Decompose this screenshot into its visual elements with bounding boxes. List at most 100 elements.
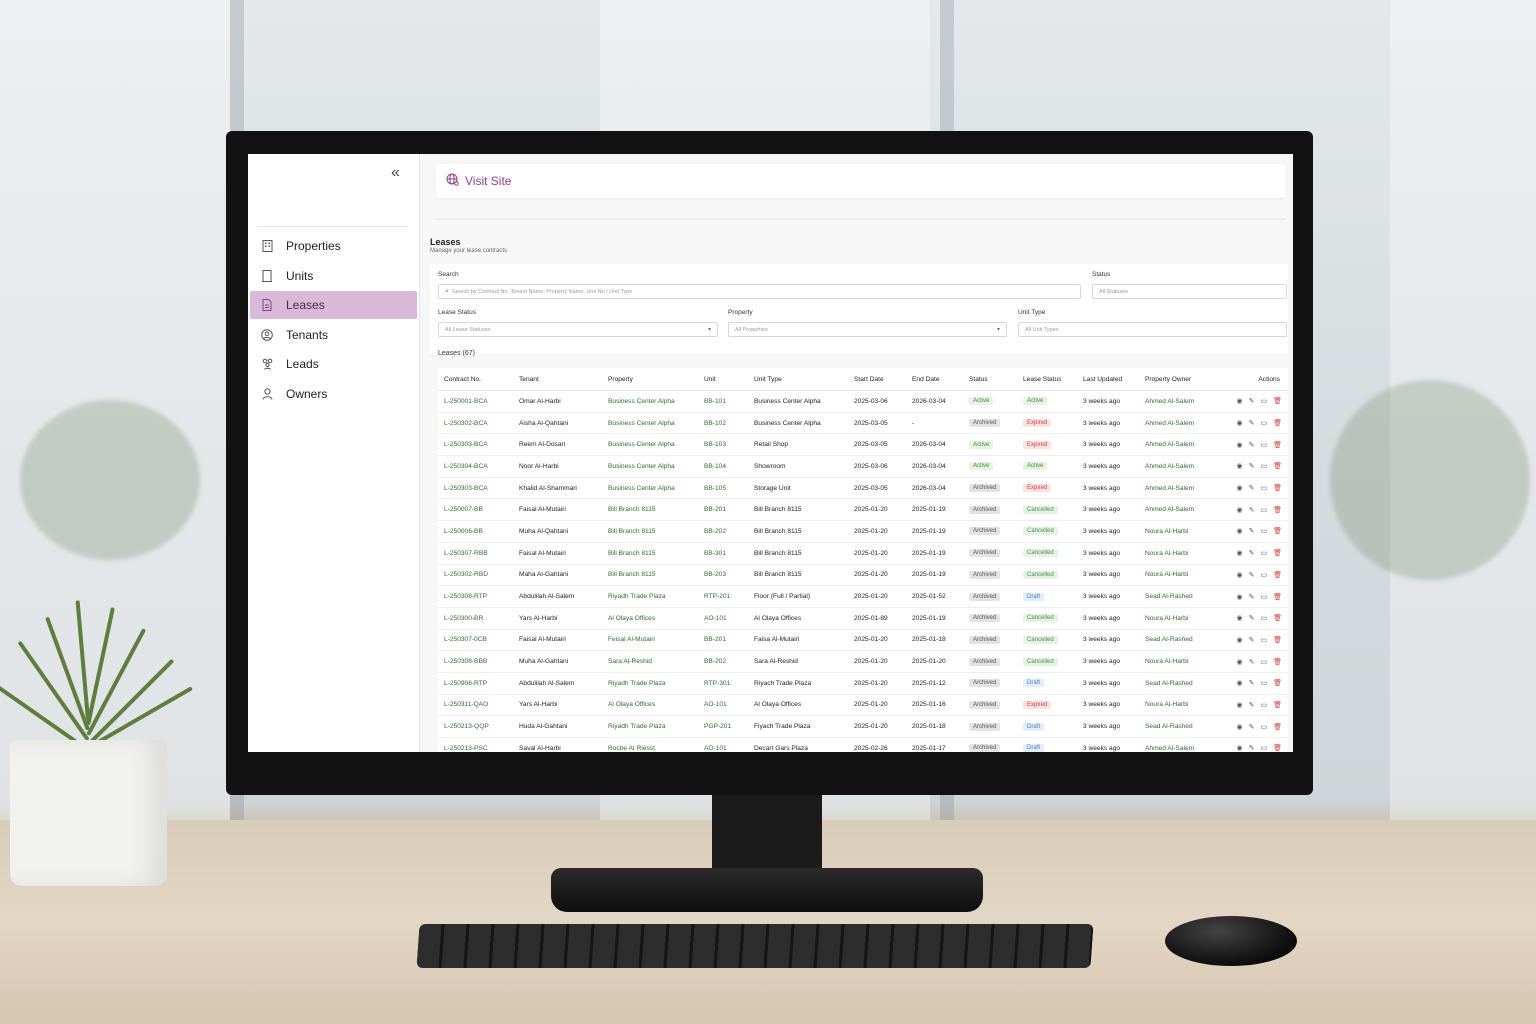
view-icon[interactable]: ◉ xyxy=(1236,745,1243,752)
edit-icon[interactable]: ✎ xyxy=(1248,550,1255,558)
edit-icon[interactable]: ✎ xyxy=(1248,723,1255,731)
archive-icon[interactable]: ▭ xyxy=(1260,701,1268,709)
table-row[interactable]: L-250213-PSC Saval Al-Harbi Rocbe At Rless… xyxy=(438,737,1288,752)
view-icon[interactable]: ◉ xyxy=(1236,441,1243,449)
property-owner-link[interactable]: Sead Al-Rashed xyxy=(1145,593,1193,601)
property-owner-link[interactable]: Noura Al-Harbi xyxy=(1145,571,1189,579)
table-row[interactable]: L-250300-BR Yars Al-Harbi Al Olaya Offices… xyxy=(438,607,1288,630)
archive-icon[interactable]: ▭ xyxy=(1260,615,1268,623)
view-icon[interactable]: ◉ xyxy=(1236,701,1243,709)
delete-icon[interactable]: 🗑︎ xyxy=(1273,571,1282,579)
view-icon[interactable]: ◉ xyxy=(1236,615,1243,623)
delete-icon[interactable]: 🗑︎ xyxy=(1273,485,1282,493)
unit-link[interactable]: AO-101 xyxy=(704,701,727,709)
property-link[interactable]: Business Center Alpha xyxy=(608,397,675,405)
view-icon[interactable]: ◉ xyxy=(1236,571,1243,579)
delete-icon[interactable]: 🗑︎ xyxy=(1273,723,1282,731)
property-link[interactable]: Riyadh Trade Plaza xyxy=(608,679,666,687)
view-icon[interactable]: ◉ xyxy=(1236,463,1243,471)
visit-site-link[interactable]: Visit Site xyxy=(465,174,512,188)
table-row[interactable]: L-250213-QQP Huda Al-Gahtani Riyadh Trade … xyxy=(438,715,1288,738)
contract-number-link[interactable]: L-250001-BCA xyxy=(444,397,488,405)
edit-icon[interactable]: ✎ xyxy=(1248,420,1255,428)
table-row[interactable]: L-250303-BCA Reem Al-Dosari Business Cente… xyxy=(438,433,1288,457)
delete-icon[interactable]: 🗑︎ xyxy=(1273,615,1282,623)
property-owner-link[interactable]: Ahmed Al-Salem xyxy=(1145,441,1195,449)
delete-icon[interactable]: 🗑︎ xyxy=(1273,745,1282,752)
view-icon[interactable]: ◉ xyxy=(1236,506,1243,514)
edit-icon[interactable]: ✎ xyxy=(1248,463,1255,471)
unit-link[interactable]: BB-103 xyxy=(704,441,726,449)
unit-link[interactable]: AO-101 xyxy=(704,614,727,622)
table-row[interactable]: L-250307-0CB Faisal Al-Mutairi Feisal Al-M… xyxy=(438,629,1288,652)
edit-icon[interactable]: ✎ xyxy=(1248,636,1255,644)
table-row[interactable]: L-250308-BBB Muha Al-Gahtani Sara Al-Reshi… xyxy=(438,650,1288,673)
table-row[interactable]: L-250906-RTP Abdulilah Al-Salem Riyadh Tra… xyxy=(438,672,1288,695)
contract-number-link[interactable]: L-250307-0CB xyxy=(444,636,487,644)
column-header[interactable]: Property xyxy=(602,368,698,391)
property-owner-link[interactable]: Noura Al-Harbi xyxy=(1145,658,1189,666)
property-owner-link[interactable]: Sead Al-Rashed xyxy=(1145,723,1193,731)
contract-number-link[interactable]: L-250308-BBB xyxy=(444,658,488,666)
archive-icon[interactable]: ▭ xyxy=(1260,506,1268,514)
property-link[interactable]: Riyadh Trade Plaza xyxy=(608,723,666,731)
edit-icon[interactable]: ✎ xyxy=(1248,593,1255,601)
delete-icon[interactable]: 🗑︎ xyxy=(1273,463,1282,471)
property-link[interactable]: Bill Branch 8115 xyxy=(608,506,656,514)
contract-number-link[interactable]: L-250300-BR xyxy=(444,614,484,622)
property-owner-link[interactable]: Sead Al-Rashed xyxy=(1145,636,1193,644)
property-owner-link[interactable]: Ahmed Al-Salem xyxy=(1145,397,1195,405)
archive-icon[interactable]: ▭ xyxy=(1260,528,1268,536)
sidebar-item-properties[interactable]: Properties xyxy=(250,232,417,260)
property-link[interactable]: Riyadh Trade Plaza xyxy=(608,593,666,601)
view-icon[interactable]: ◉ xyxy=(1236,420,1243,428)
unit-link[interactable]: BB-201 xyxy=(704,506,726,514)
property-link[interactable]: Feisal Al-Mutairi xyxy=(608,636,655,644)
unit-link[interactable]: BB-301 xyxy=(704,549,726,557)
archive-icon[interactable]: ▭ xyxy=(1260,463,1268,471)
property-owner-link[interactable]: Noura Al-Harbi xyxy=(1145,614,1189,622)
sidebar-item-leases[interactable]: Leases xyxy=(250,291,417,320)
column-header[interactable]: Last Updated xyxy=(1077,368,1139,391)
property-owner-link[interactable]: Ahmed Al-Salem xyxy=(1145,419,1195,427)
property-link[interactable]: Rocbe At Rlesst xyxy=(608,744,655,752)
delete-icon[interactable]: 🗑︎ xyxy=(1273,593,1282,601)
property-link[interactable]: Business Center Alpha xyxy=(608,441,675,449)
lease-status-select[interactable]: All Lease Statuses ▾ xyxy=(438,322,718,337)
edit-icon[interactable]: ✎ xyxy=(1248,701,1255,709)
delete-icon[interactable]: 🗑︎ xyxy=(1273,701,1282,709)
property-owner-link[interactable]: Ahmed Al-Salem xyxy=(1145,744,1195,752)
archive-icon[interactable]: ▭ xyxy=(1260,441,1268,449)
table-row[interactable]: L-250311-QAO Yars Al-Harbi Al Olaya Office… xyxy=(438,694,1288,717)
unit-link[interactable]: BB-104 xyxy=(704,462,726,470)
view-icon[interactable]: ◉ xyxy=(1236,636,1243,644)
unit-link[interactable]: BB-102 xyxy=(704,419,726,427)
edit-icon[interactable]: ✎ xyxy=(1248,680,1255,688)
view-icon[interactable]: ◉ xyxy=(1236,723,1243,731)
property-select[interactable]: All Properties ▾ xyxy=(728,322,1007,337)
view-icon[interactable]: ◉ xyxy=(1236,680,1243,688)
edit-icon[interactable]: ✎ xyxy=(1248,745,1255,752)
property-link[interactable]: Bill Branch 8115 xyxy=(608,527,656,535)
unit-link[interactable]: BB-202 xyxy=(704,527,726,535)
property-link[interactable]: Business Center Alpha xyxy=(608,419,675,427)
table-row[interactable]: L-250007-BB Faisal Al-Mutairi Bill Branch … xyxy=(438,498,1288,522)
unit-type-select[interactable]: All Unit Types xyxy=(1018,322,1287,337)
unit-link[interactable]: BB-201 xyxy=(704,636,726,644)
property-link[interactable]: Business Center Alpha xyxy=(608,484,675,492)
edit-icon[interactable]: ✎ xyxy=(1248,658,1255,666)
table-row[interactable]: L-250302-BCA Aisha Al-Qahtani Business Cen… xyxy=(438,412,1288,435)
contract-number-link[interactable]: L-250302-BCA xyxy=(444,419,488,427)
unit-link[interactable]: BB-105 xyxy=(704,484,726,492)
contract-number-link[interactable]: L-250006-BB xyxy=(444,527,483,535)
search-input[interactable]: ⌕ Search by Contract No, Tenant Name, Pr… xyxy=(438,284,1081,299)
edit-icon[interactable]: ✎ xyxy=(1248,485,1255,493)
archive-icon[interactable]: ▭ xyxy=(1260,723,1268,731)
table-row[interactable]: L-250006-BB Muha Al-Qahtani Bill Branch 81… xyxy=(438,520,1288,543)
column-header[interactable]: Property Owner xyxy=(1139,368,1227,391)
column-header[interactable]: Unit xyxy=(698,368,748,391)
unit-link[interactable]: AO-101 xyxy=(704,744,727,752)
contract-number-link[interactable]: L-250213-PSC xyxy=(444,744,488,752)
property-link[interactable]: Bill Branch 8115 xyxy=(608,549,656,557)
delete-icon[interactable]: 🗑︎ xyxy=(1273,528,1282,536)
